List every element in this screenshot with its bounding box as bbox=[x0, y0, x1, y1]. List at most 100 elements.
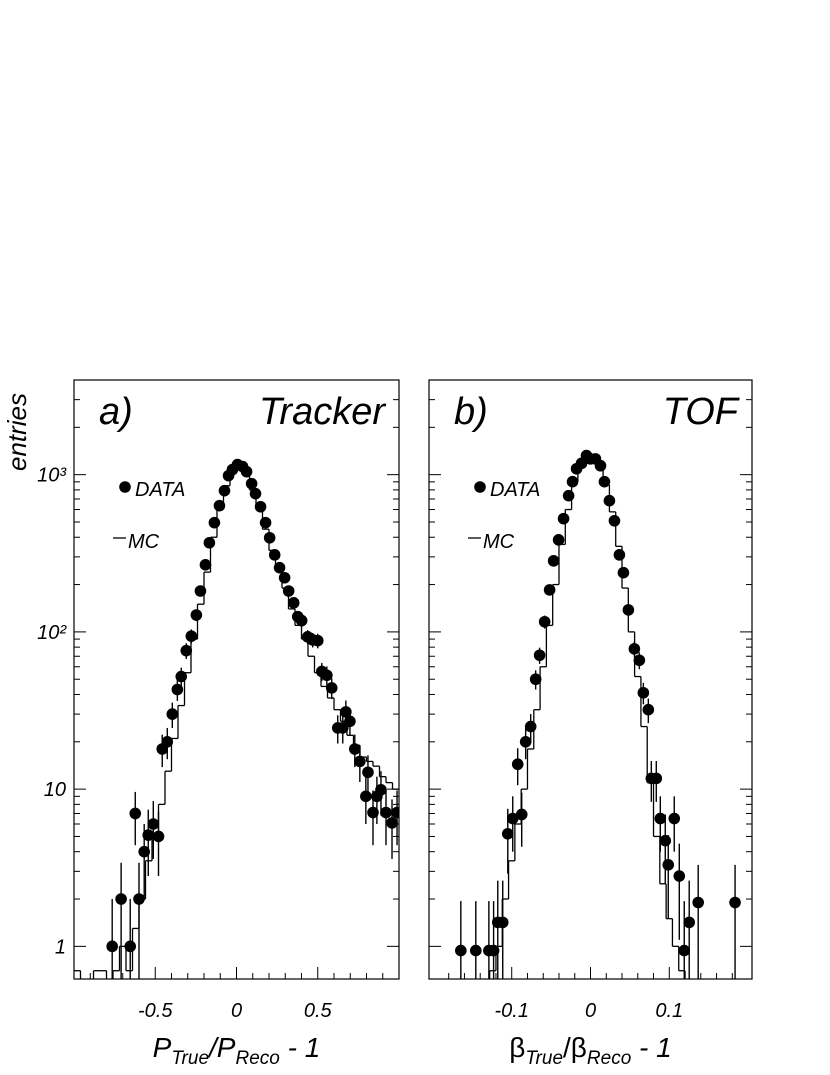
data-point bbox=[633, 654, 646, 667]
data-point bbox=[161, 735, 174, 748]
x-axis-title: PTrue/PReco - 1 bbox=[153, 1032, 321, 1069]
x-axis-title-part: /P bbox=[207, 1032, 236, 1063]
data-point bbox=[218, 484, 231, 497]
data-point bbox=[543, 584, 556, 596]
data-point bbox=[637, 686, 650, 699]
data-point bbox=[547, 555, 560, 567]
x-tick-label: 0.1 bbox=[655, 1000, 683, 1022]
x-axis-title-part: True bbox=[171, 1048, 209, 1069]
data-point bbox=[375, 784, 387, 796]
panel: -0.1 0 0.1 b) TOF βTrue/βReco - 1 DATA MC bbox=[428, 379, 753, 1069]
y-tick-label: 10² bbox=[37, 622, 67, 644]
x-tick-label: 0.5 bbox=[304, 1000, 333, 1022]
data-point bbox=[321, 669, 333, 682]
y-tick-label: 10³ bbox=[37, 465, 67, 487]
data-point bbox=[524, 720, 537, 733]
data-point bbox=[340, 706, 352, 718]
data-point bbox=[311, 634, 324, 647]
data-point bbox=[598, 475, 611, 488]
plot-area bbox=[455, 449, 741, 979]
x-axis-title-part: P bbox=[153, 1032, 172, 1063]
x-axis-title-part: Reco bbox=[587, 1048, 631, 1069]
data-point bbox=[642, 703, 655, 716]
data-point bbox=[106, 940, 118, 953]
data-point bbox=[180, 644, 193, 657]
panel-label: b) bbox=[454, 391, 488, 433]
panel-title: TOF bbox=[663, 391, 740, 433]
data-point bbox=[115, 893, 127, 905]
data-point bbox=[678, 944, 691, 957]
data-point bbox=[208, 516, 221, 529]
data-point bbox=[360, 790, 372, 803]
data-point bbox=[199, 559, 212, 571]
data-point bbox=[608, 514, 621, 527]
data-point bbox=[142, 829, 155, 841]
legend-label: DATA bbox=[490, 479, 540, 501]
data-point bbox=[190, 609, 203, 621]
data-point bbox=[194, 585, 207, 597]
panel-title: Tracker bbox=[259, 391, 386, 433]
x-axis-title: βTrue/βReco - 1 bbox=[509, 1032, 672, 1069]
data-point bbox=[506, 812, 519, 825]
panel: 1 10 10² 10³ -0.5 0 0.5 a) Tracker entries PTrue/P… bbox=[2, 379, 400, 1069]
data-point bbox=[138, 845, 150, 858]
data-point bbox=[354, 755, 366, 768]
data-point bbox=[613, 549, 626, 561]
data-point bbox=[662, 859, 675, 871]
x-axis-title-part: Reco bbox=[236, 1048, 280, 1069]
legend-label: MC bbox=[128, 531, 160, 553]
x-axis-title-part: β bbox=[509, 1032, 525, 1063]
data-point bbox=[501, 827, 514, 840]
data-point bbox=[692, 896, 704, 909]
data-point bbox=[533, 649, 546, 662]
data-point bbox=[391, 806, 399, 819]
x-tick-label: -0.5 bbox=[138, 1000, 173, 1022]
x-axis-title-part: True bbox=[525, 1048, 563, 1069]
data-point bbox=[203, 536, 216, 549]
x-tick-label: 0 bbox=[585, 1000, 596, 1022]
data-point bbox=[386, 817, 398, 829]
y-tick-label: 1 bbox=[55, 936, 66, 958]
y-tick-label: 10 bbox=[44, 779, 66, 801]
data-point bbox=[557, 512, 570, 525]
data-point bbox=[511, 758, 524, 771]
data-point bbox=[519, 735, 532, 748]
data-point bbox=[362, 766, 374, 779]
data-point bbox=[129, 807, 142, 820]
data-point bbox=[349, 743, 361, 755]
x-tick-label: 0 bbox=[231, 1000, 242, 1022]
data-point bbox=[213, 499, 226, 512]
data-point bbox=[380, 806, 392, 819]
data-point bbox=[562, 489, 575, 502]
y-axis-title: entries bbox=[2, 393, 32, 471]
legend-label: MC bbox=[483, 531, 515, 553]
data-point bbox=[659, 834, 672, 847]
data-point bbox=[654, 812, 667, 825]
legend-marker bbox=[474, 481, 486, 493]
data-point bbox=[538, 615, 551, 628]
data-point bbox=[263, 531, 276, 544]
data-point bbox=[617, 566, 630, 579]
data-point bbox=[650, 772, 663, 785]
x-tick-label: -0.1 bbox=[494, 1000, 528, 1022]
data-point bbox=[147, 818, 160, 830]
data-point bbox=[166, 708, 179, 720]
data-point bbox=[287, 597, 300, 609]
data-point bbox=[668, 812, 681, 825]
plot-area bbox=[74, 458, 399, 979]
data-point bbox=[245, 477, 258, 490]
data-point bbox=[455, 944, 467, 957]
x-axis-title-part: - 1 bbox=[631, 1032, 671, 1063]
x-axis-title-part: /β bbox=[563, 1032, 587, 1063]
data-point bbox=[673, 870, 686, 882]
data-point bbox=[552, 534, 565, 546]
data-point bbox=[171, 683, 184, 696]
data-point bbox=[278, 571, 291, 584]
legend-label: DATA bbox=[135, 479, 185, 501]
data-point bbox=[259, 516, 272, 529]
x-axis-title-part: - 1 bbox=[280, 1032, 320, 1063]
data-point bbox=[729, 896, 741, 909]
data-point bbox=[683, 916, 696, 929]
panel-label: a) bbox=[99, 391, 133, 433]
